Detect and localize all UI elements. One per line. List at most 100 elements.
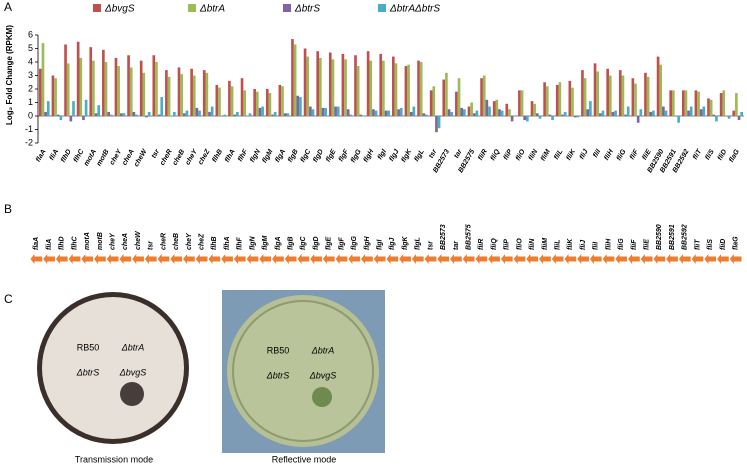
bar (173, 111, 176, 116)
bar (563, 111, 567, 116)
y-tick-label: 1 (28, 97, 33, 107)
bar (495, 99, 499, 116)
bar (51, 75, 55, 116)
gene-label: cheY (109, 232, 116, 250)
bar (435, 116, 438, 133)
gene-arrow (43, 254, 55, 264)
x-tick-label: flhF (237, 148, 250, 163)
gene-arrow (221, 254, 233, 264)
bar (694, 90, 698, 116)
y-tick-label: -1 (25, 124, 33, 134)
bar (336, 106, 340, 116)
gene-label: flgG (351, 235, 358, 250)
x-tick-label: flhB (211, 148, 224, 163)
bar (419, 62, 423, 116)
bar (92, 60, 95, 116)
bar (281, 86, 284, 116)
bar (152, 55, 156, 116)
bar (104, 62, 108, 116)
gene-label: BB2573 (440, 224, 447, 250)
gene-label: motA (84, 232, 91, 250)
bar (306, 56, 310, 116)
gene-arrow (208, 254, 221, 264)
bar (407, 64, 410, 116)
bar (192, 75, 196, 116)
gene-arrow (373, 254, 386, 264)
x-tick-label: fliO (515, 148, 527, 162)
bar (46, 101, 50, 116)
gene-label: flgK (402, 235, 409, 250)
gene-label: flhD (59, 236, 66, 250)
gene-arrow (450, 254, 462, 264)
plate-inner (232, 300, 374, 442)
bar (132, 111, 136, 116)
bar (535, 113, 539, 116)
gene-arrow (183, 254, 195, 264)
bar (652, 110, 655, 116)
bar (722, 90, 726, 116)
bar (399, 107, 403, 116)
x-tick-label: fliT (692, 148, 704, 161)
gene-arrow (132, 254, 144, 264)
gene-arrow (526, 254, 539, 264)
bar (445, 72, 448, 116)
gene-arrow (564, 254, 577, 264)
gene-label: tsr (427, 240, 434, 250)
gene-label: fliK (567, 238, 574, 250)
bar (165, 70, 168, 116)
bar (185, 110, 189, 116)
gene-label: flgA (275, 236, 282, 250)
x-tick-label: fliL (553, 148, 564, 161)
bar (500, 110, 504, 116)
bar (558, 82, 562, 116)
y-tick-label: 4 (28, 56, 33, 66)
bar (291, 39, 294, 116)
plate-label: ΔbtrA (121, 342, 145, 352)
y-tick-label: 5 (28, 43, 33, 53)
gene-arrow (475, 254, 488, 264)
bar (573, 116, 577, 118)
bar (248, 113, 252, 116)
bar (265, 89, 269, 116)
bar (182, 113, 186, 116)
bar (379, 53, 383, 116)
bar (394, 63, 398, 116)
gene-arrow (500, 254, 513, 264)
bar (268, 93, 272, 116)
bar (485, 99, 489, 116)
caption: Reflective mode (272, 454, 337, 464)
x-tick-label: flgG (350, 148, 363, 164)
bar (719, 93, 723, 116)
gene-arrow (589, 254, 602, 264)
plate-label: ΔbtrS (76, 367, 100, 377)
gene-arrow (68, 254, 81, 264)
bar (505, 103, 509, 116)
bar (732, 110, 736, 116)
gene-label: motB (97, 232, 104, 250)
bar (346, 109, 350, 116)
bar (356, 66, 360, 116)
bar (205, 72, 209, 116)
x-tick-label: flaG (728, 148, 741, 164)
gene-arrow (259, 254, 272, 264)
bar (551, 116, 554, 121)
x-tick-label: flgL (413, 148, 425, 163)
bar (593, 63, 597, 116)
bar (384, 110, 388, 116)
bar (412, 106, 416, 116)
caption: Transmission mode (75, 454, 153, 464)
gene-arrow (628, 254, 640, 264)
x-tick-label: fliR (477, 148, 489, 161)
bar (677, 116, 680, 123)
plate-label: ΔbvgS (119, 367, 147, 377)
bar (656, 56, 660, 116)
gene-arrow (55, 254, 68, 264)
legend-label: ΔbtrAΔbtrS (389, 4, 440, 15)
bar (530, 101, 534, 116)
bar (450, 111, 454, 116)
gene-label: fliS (707, 239, 714, 250)
gene-arrow (361, 254, 373, 264)
bar (437, 116, 441, 129)
bar (649, 111, 653, 116)
gene-arrow (640, 254, 653, 264)
